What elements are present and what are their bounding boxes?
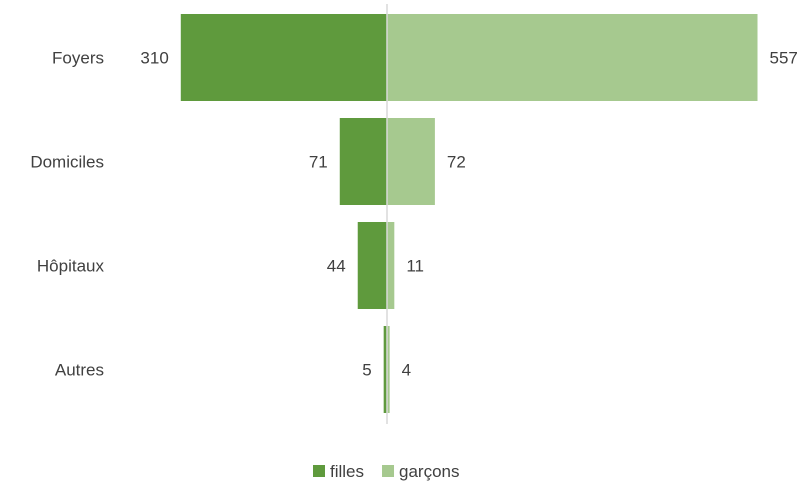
data-label-filles-foyers: 310	[140, 49, 168, 68]
bar-filles-domiciles	[339, 118, 387, 205]
legend-label-garcons: garçons	[399, 462, 459, 481]
legend-swatch-filles	[313, 465, 325, 477]
data-label-garcons-domiciles: 72	[447, 153, 466, 172]
legend-swatch-garcons	[382, 465, 395, 477]
data-label-garcons-hopitaux: 11	[406, 257, 424, 276]
category-label-autres: Autres	[55, 361, 104, 380]
legend: filles garçons	[313, 462, 460, 481]
data-label-filles-hopitaux: 44	[327, 257, 346, 276]
bars-layer	[180, 14, 758, 413]
legend-label-filles: filles	[330, 462, 364, 481]
category-label-domiciles: Domiciles	[30, 153, 104, 172]
data-label-filles-autres: 5	[362, 361, 371, 380]
bar-filles-hopitaux	[357, 222, 387, 309]
data-label-garcons-foyers: 557	[770, 49, 798, 68]
bar-garcons-autres	[387, 326, 390, 413]
bar-garcons-hopitaux	[387, 222, 395, 309]
bar-filles-autres	[383, 326, 387, 413]
bar-garcons-domiciles	[387, 118, 435, 205]
bar-garcons-foyers	[387, 14, 758, 101]
labels-layer: Foyers 310 557 Domiciles 71 72 Hôpitaux 44 11 Aut…	[30, 49, 798, 380]
data-label-garcons-autres: 4	[402, 361, 411, 380]
category-label-hopitaux: Hôpitaux	[37, 257, 105, 276]
data-label-filles-domiciles: 71	[309, 153, 328, 172]
category-label-foyers: Foyers	[52, 49, 104, 68]
bar-filles-foyers	[180, 14, 387, 101]
